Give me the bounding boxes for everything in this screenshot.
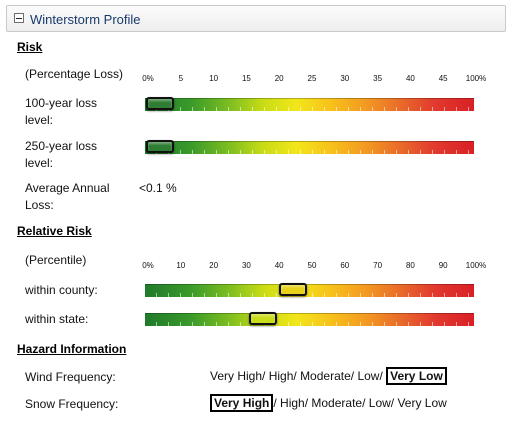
state-marker [249, 312, 278, 325]
snow-frequency-label: Snow Frequency: [25, 397, 119, 411]
wind-frequency-scale: Very High/ High/ Moderate/ Low/ Very Low [210, 367, 447, 385]
wind-frequency-label: Wind Frequency: [25, 370, 116, 384]
relative-risk-heading: Relative Risk [17, 224, 92, 238]
wind-option-very-high: Very High [210, 369, 263, 383]
loss-250-gauge [145, 140, 474, 154]
wind-separator: / [379, 369, 387, 383]
percentile-tick-0: 0% [142, 261, 154, 270]
percentile-tick-7: 70 [373, 261, 383, 270]
snow-frequency-scale: Very High / High/ Moderate/ Low/ Very Low [210, 394, 447, 412]
risk-tick-4: 20 [274, 74, 284, 83]
state-label: within state: [25, 312, 89, 326]
loss-100-label: 100-year loss level: [25, 96, 98, 127]
snow-option-very-low: Very Low [397, 396, 447, 410]
percentile-tick-10: 100% [465, 261, 487, 270]
wind-option-high: High [268, 369, 294, 383]
wind-separator: / [293, 369, 301, 383]
aal-label: Average Annual Loss: [25, 181, 110, 212]
percentile-scale-label: (Percentile) [25, 253, 87, 267]
risk-tick-7: 35 [373, 74, 383, 83]
wind-separator: / [262, 369, 269, 383]
wind-separator: / [350, 369, 358, 383]
risk-heading: Risk [17, 40, 43, 54]
snow-option-low: Low [368, 396, 391, 410]
panel-header[interactable]: Winterstorm Profile [6, 5, 506, 32]
snow-option-very-high: Very High [210, 394, 274, 412]
risk-tick-9: 45 [438, 74, 448, 83]
wind-option-moderate: Moderate [300, 369, 351, 383]
percentile-tick-6: 60 [340, 261, 350, 270]
wind-option-very-low: Very Low [386, 367, 447, 385]
collapse-icon[interactable] [14, 13, 24, 23]
risk-tick-5: 25 [307, 74, 317, 83]
percentile-tick-5: 50 [307, 261, 317, 270]
risk-tick-0: 0% [142, 74, 154, 83]
percentile-tick-8: 80 [405, 261, 415, 270]
county-label: within county: [25, 283, 98, 297]
snow-option-moderate: Moderate [311, 396, 363, 410]
risk-tick-6: 30 [340, 74, 350, 83]
percentile-tick-3: 30 [241, 261, 251, 270]
risk-tick-8: 40 [405, 74, 415, 83]
snow-separator: / [390, 396, 398, 410]
loss-100-marker [145, 97, 174, 110]
loss-100-gauge [145, 97, 474, 111]
risk-scale-label: (Percentage Loss) [25, 67, 124, 81]
aal-value: <0.1 % [139, 181, 177, 195]
hazard-heading: Hazard Information [17, 342, 127, 356]
panel-title: Winterstorm Profile [30, 12, 141, 27]
risk-tick-10: 100% [465, 74, 487, 83]
percentile-tick-4: 40 [274, 261, 284, 270]
loss-250-marker [145, 140, 174, 153]
snow-separator: / [362, 396, 369, 410]
snow-separator: / [273, 396, 281, 410]
loss-250-label: 250-year loss level: [25, 139, 98, 170]
risk-tick-2: 10 [209, 74, 219, 83]
snow-option-high: High [280, 396, 305, 410]
county-marker [279, 283, 308, 296]
snow-separator: / [304, 396, 312, 410]
wind-option-low: Low [357, 369, 380, 383]
percentile-tick-1: 10 [176, 261, 186, 270]
percentile-tick-2: 20 [209, 261, 219, 270]
risk-tick-3: 15 [241, 74, 251, 83]
risk-tick-1: 5 [178, 74, 184, 83]
percentile-tick-9: 90 [438, 261, 448, 270]
county-gauge [145, 283, 474, 297]
state-gauge [145, 312, 474, 326]
